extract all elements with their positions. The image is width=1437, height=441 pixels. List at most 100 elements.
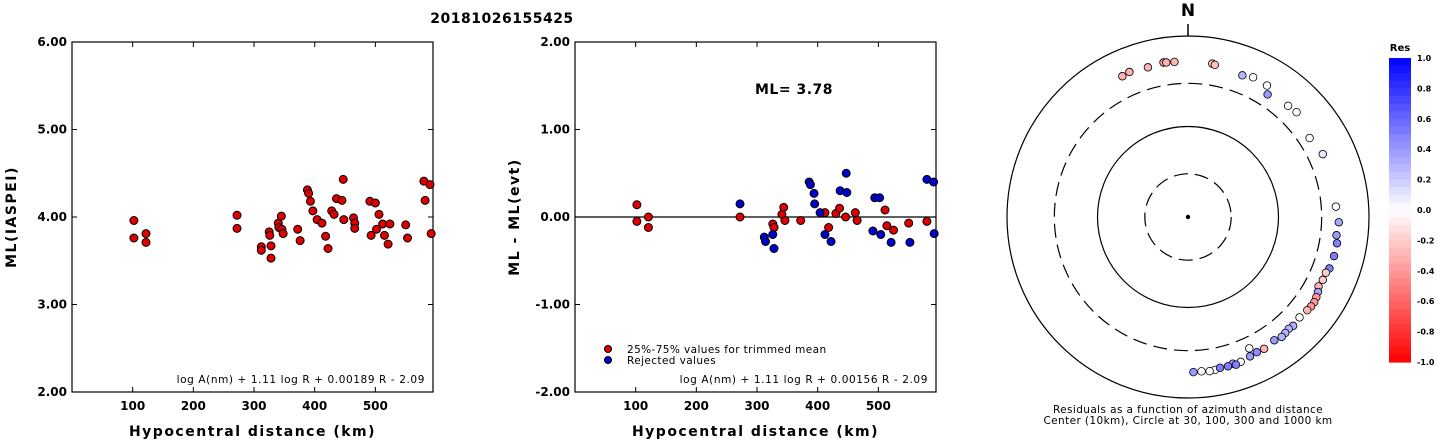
x-tick-label: 400 [805,399,830,413]
colorbar-segment [1389,179,1411,188]
legend-label: 25%-75% values for trimmed mean [627,344,827,356]
y-tick-label: -2.00 [535,385,570,399]
x-axis-label: Hypocentral distance (km) [129,424,376,440]
data-point [276,211,286,221]
colorbar-segment [1389,202,1411,211]
data-point [308,206,318,216]
data-point [880,205,890,215]
data-point [293,224,303,234]
dashed-distance-ring [1144,173,1232,261]
data-point [835,203,845,213]
colorbar-segment [1389,210,1411,219]
colorbar-segment [1389,96,1411,105]
colorbar-tick-label: 0.4 [1417,145,1432,154]
colorbar-segment [1389,354,1411,363]
station-residual-point [1334,218,1344,227]
colorbar-segment [1389,255,1411,264]
station-residual-point [1245,344,1254,353]
colorbar-segment [1389,172,1411,181]
colorbar-segment [1389,248,1411,257]
formula-text: log A(nm) + 1.11 log R + 0.00156 R - 2.0… [680,374,928,386]
colorbar-tick-label: 0.2 [1417,176,1431,185]
y-tick-label: 4.00 [37,210,67,224]
station-residual-point [1223,362,1233,371]
data-point [810,199,820,209]
data-point [886,237,896,247]
data-point [141,237,151,247]
station-residual-point [1210,60,1220,70]
data-point [632,200,642,210]
data-point [337,195,347,205]
data-point [372,224,382,234]
data-point [129,216,139,225]
data-point [841,168,851,178]
colorbar-segment [1389,293,1411,302]
data-point [826,237,836,246]
north-label: N [1181,1,1195,21]
colorbar-segment [1389,225,1411,234]
x-tick-label: 300 [744,399,769,413]
y-tick-label: 1.00 [540,123,570,137]
data-point [385,219,395,229]
station-residual-point [1332,231,1341,240]
data-point [420,195,430,205]
station-residual-point [1305,133,1314,143]
station-residual-point [1215,363,1225,372]
data-point [379,230,389,240]
station-residual-point [1332,239,1342,248]
data-point [882,221,892,231]
station-residual-point [1262,81,1272,90]
epicenter-marker [1185,214,1191,220]
station-residual-point [1248,73,1258,82]
data-point [350,223,360,233]
y-axis-label: ML(IASPEI) [4,166,20,268]
colorbar-segment [1389,331,1411,340]
data-point [735,199,745,209]
colorbar-segment [1389,141,1411,150]
colorbar-segment [1389,118,1411,127]
data-point [339,215,349,225]
colorbar-segment [1389,194,1411,203]
station-residual-point [1205,366,1214,376]
station-residual-point [1295,313,1304,322]
data-point [815,208,825,218]
data-point [809,188,819,198]
data-point [842,188,852,197]
data-point [850,208,860,218]
colorbar-segment [1389,240,1411,249]
colorbar-segment [1389,346,1411,355]
data-point [868,226,878,236]
data-point [761,237,771,246]
station-residual-point [1189,368,1198,377]
data-point [875,193,885,203]
data-point [425,180,435,190]
colorbar-segment [1389,232,1411,241]
data-point [905,237,915,247]
station-residual-point [1263,90,1272,99]
data-point [305,196,315,206]
colorbar-tick-label: 0.0 [1417,206,1432,215]
data-point [129,233,139,243]
data-point [329,209,339,219]
station-residual-point [1238,71,1247,80]
y-tick-label: 0.00 [540,210,570,224]
colorbar-segment [1389,103,1411,112]
station-residual-point [1162,58,1171,67]
colorbar-segment [1389,316,1411,325]
data-point [768,230,778,239]
station-residual-point [1270,336,1279,345]
colorbar-segment [1389,217,1411,226]
colorbar-tick-label: -0.2 [1417,236,1435,245]
station-residual-point [1197,367,1206,376]
x-tick-label: 100 [623,399,648,413]
data-point [852,216,862,225]
colorbar-segment [1389,286,1411,295]
polar-caption-line1: Residuals as a function of azimuth and d… [1053,404,1323,416]
station-residual-point [1277,332,1286,342]
colorbar-tick-label: 1.0 [1417,54,1432,63]
station-residual-point [1303,305,1312,315]
data-point [256,245,266,255]
legend-marker [604,356,612,364]
station-residual-point [1292,107,1301,117]
colorbar-segment [1389,301,1411,310]
